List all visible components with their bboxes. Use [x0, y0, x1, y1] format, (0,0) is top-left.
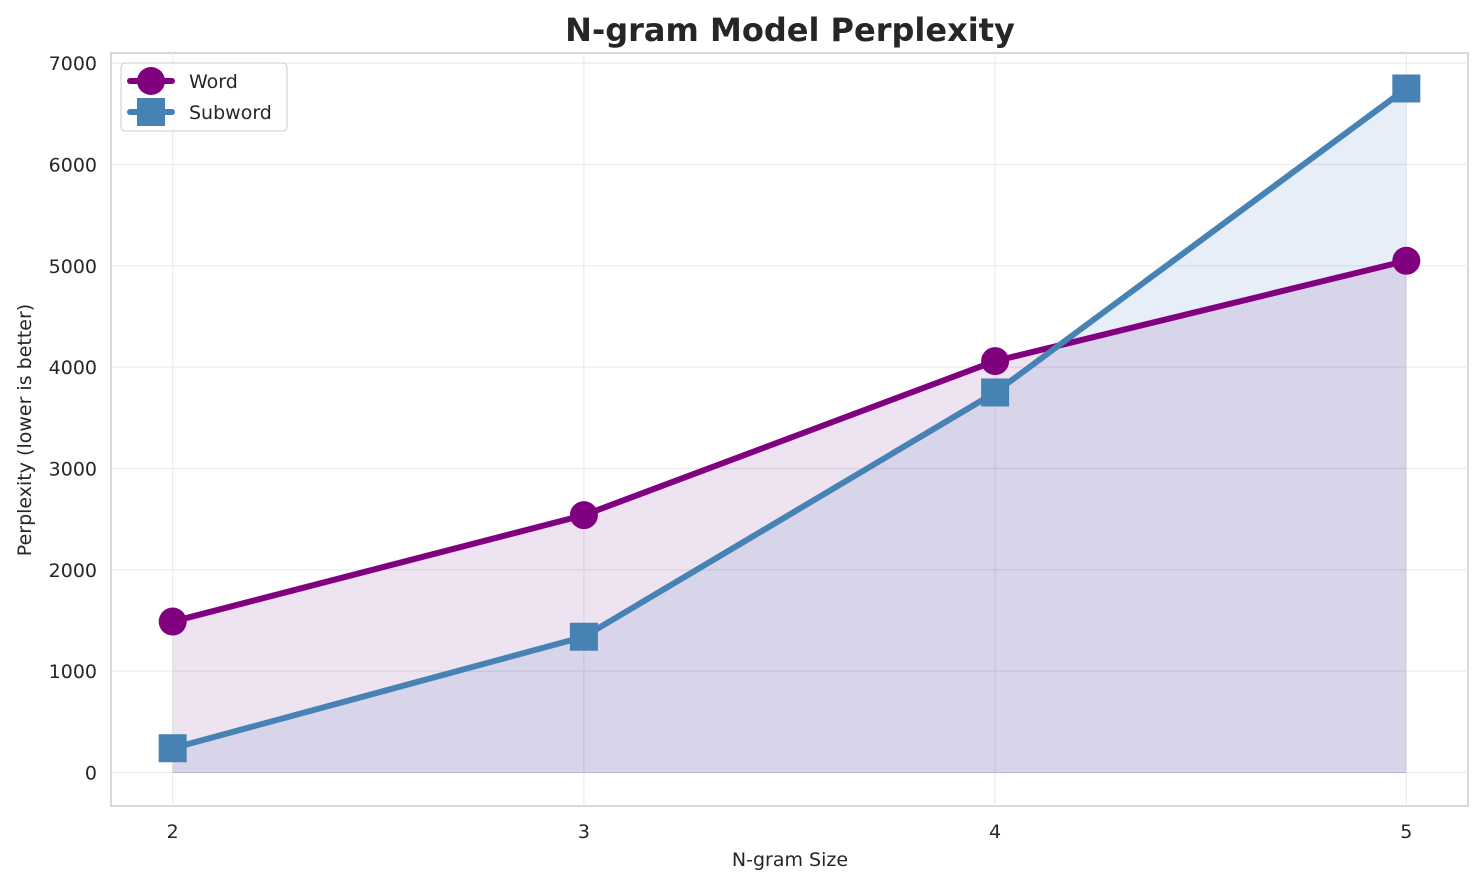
series-line-word [169, 257, 1410, 625]
legend-label-word: Word [189, 71, 238, 93]
y-axis-label: Perplexity (lower is better) [14, 304, 36, 556]
series-lines [169, 85, 1410, 752]
data-point-subword [1392, 74, 1421, 103]
y-tick-label: 1000 [49, 661, 97, 683]
x-tick-label: 2 [167, 821, 179, 843]
y-tick-label: 6000 [49, 154, 97, 176]
legend: Word Subword [120, 62, 288, 132]
x-tick-label: 4 [989, 821, 1001, 843]
legend-marker-word [137, 67, 165, 95]
y-tick-label: 7000 [49, 53, 97, 75]
x-axis-ticks: 2 3 4 5 [167, 821, 1413, 843]
data-point-word [569, 501, 598, 530]
x-axis-label: N-gram Size [732, 849, 848, 871]
data-point-word [158, 607, 187, 636]
x-tick-label: 3 [578, 821, 590, 843]
y-axis-ticks: 0 1000 2000 3000 4000 5000 6000 7000 [49, 53, 97, 784]
y-tick-label: 0 [85, 763, 97, 785]
y-tick-label: 5000 [49, 256, 97, 278]
y-tick-label: 3000 [49, 459, 97, 481]
series-area-subword [172, 88, 1407, 773]
y-tick-label: 2000 [49, 560, 97, 582]
legend-marker-subword [137, 98, 165, 126]
x-tick-label: 5 [1400, 821, 1412, 843]
legend-label-subword: Subword [189, 102, 272, 124]
data-point-word [981, 347, 1010, 376]
y-tick-label: 4000 [49, 357, 97, 379]
series-line-subword [169, 85, 1410, 752]
data-point-subword [569, 622, 598, 651]
data-point-subword [981, 378, 1010, 407]
chart-title: N-gram Model Perplexity [565, 11, 1015, 49]
data-point-word [1392, 246, 1421, 275]
series-markers [158, 74, 1421, 763]
data-point-subword [158, 734, 187, 763]
